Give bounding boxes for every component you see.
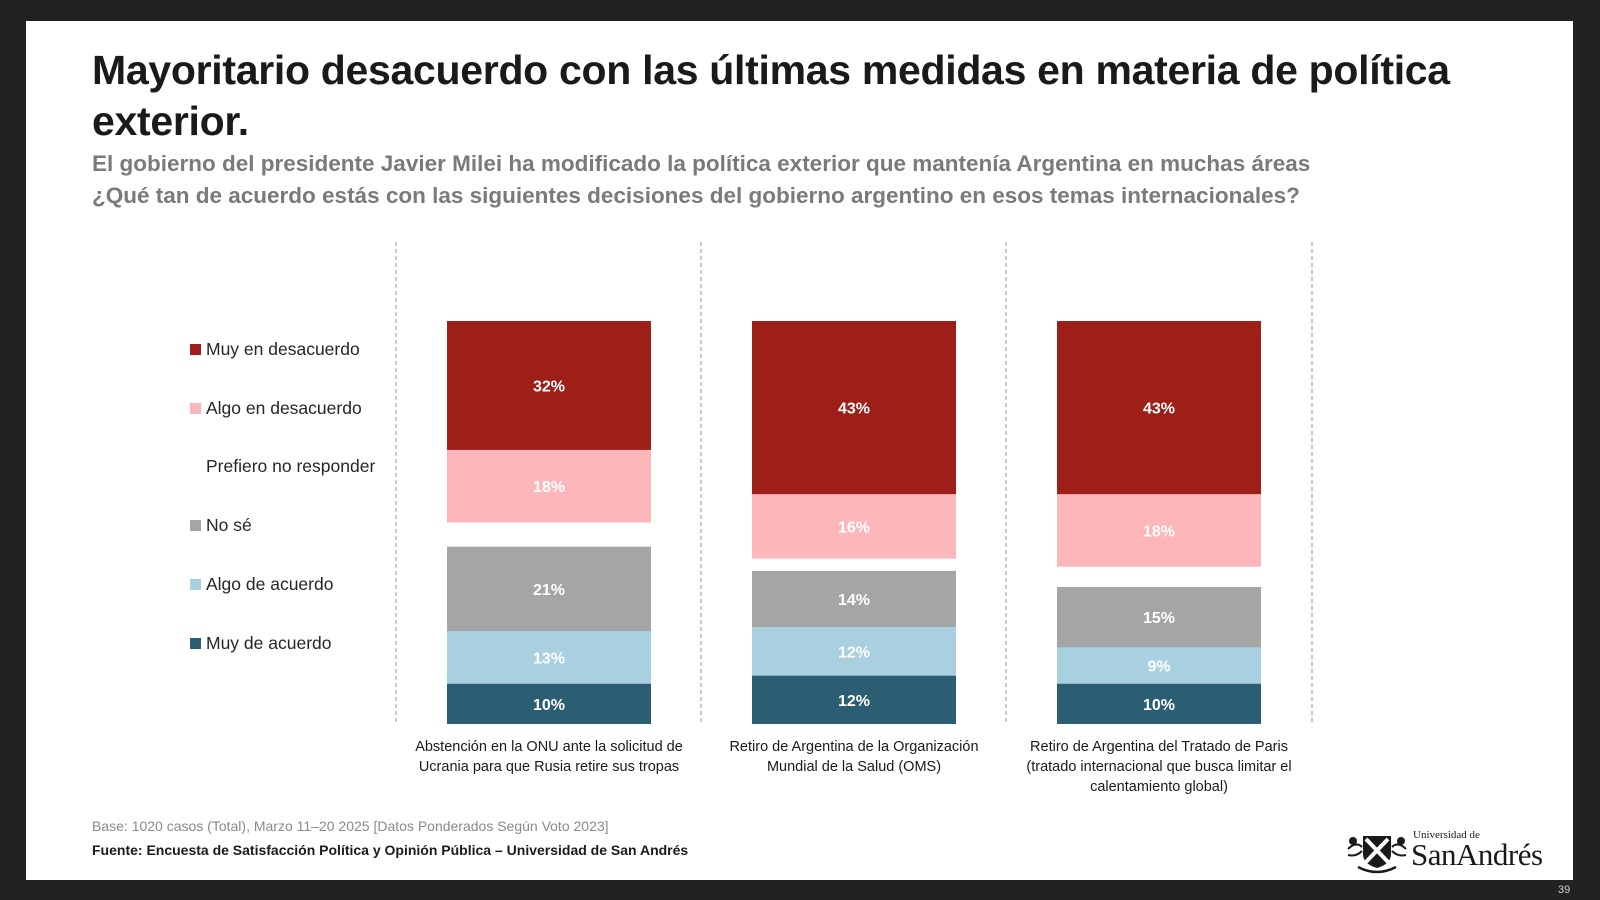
university-crest-icon	[1347, 836, 1407, 874]
data-label: 9%	[1147, 659, 1170, 676]
category-label: Retiro de Argentina del Tratado de Paris…	[1026, 739, 1292, 795]
legend-swatch	[190, 403, 201, 414]
data-label: 13%	[533, 651, 565, 668]
data-label: 43%	[838, 401, 870, 418]
legend-label: Prefiero no responder	[206, 456, 376, 476]
bar-segment-algo-en-desacuerdo	[752, 494, 956, 559]
data-label: 14%	[838, 592, 870, 609]
data-label: 12%	[838, 693, 870, 710]
data-label: 12%	[838, 644, 870, 661]
bar-segment-prefiero-no-responder	[447, 522, 651, 547]
legend-item: Algo de acuerdo	[190, 574, 333, 595]
university-logo: Universidad de SanAndrés	[1344, 829, 1559, 875]
bar-segment-muy-de-acuerdo	[447, 683, 651, 724]
bar-segment-no-s-	[752, 570, 956, 628]
bar-segment-algo-de-acuerdo	[1057, 647, 1261, 684]
category-label: Abstención en la ONU ante la solicitud d…	[415, 739, 683, 775]
bar-segment-prefiero-no-responder	[1057, 566, 1261, 587]
legend-label: No sé	[206, 515, 252, 535]
legend-label: Algo en desacuerdo	[206, 398, 362, 418]
legend-swatch	[190, 579, 201, 590]
logo-small-text: Universidad de	[1413, 829, 1480, 841]
legend-label: Muy de acuerdo	[206, 633, 332, 653]
slide: Mayoritario desacuerdo con las últimas m…	[26, 21, 1573, 880]
subtitle-line-2: ¿Qué tan de acuerdo estás con las siguie…	[92, 183, 1300, 208]
legend-label: Algo de acuerdo	[206, 574, 334, 594]
legend-swatch	[190, 520, 201, 531]
bar-segment-muy-en-desacuerdo	[447, 321, 651, 450]
bar-segment-no-s-	[447, 546, 651, 632]
source-note: Fuente: Encuesta de Satisfacción Polític…	[92, 842, 689, 858]
legend-item: Algo en desacuerdo	[190, 398, 362, 419]
data-label: 21%	[533, 582, 565, 599]
slide-subtitle: El gobierno del presidente Javier Milei …	[92, 148, 1512, 212]
data-label: 16%	[838, 520, 870, 537]
bar-segment-muy-en-desacuerdo	[752, 321, 956, 495]
legend-swatch	[190, 638, 201, 649]
legend-label: Muy en desacuerdo	[206, 339, 360, 359]
bar-segment-muy-de-acuerdo	[752, 675, 956, 724]
data-label: 18%	[533, 479, 565, 496]
legend-item: Prefiero no responder	[190, 456, 375, 477]
bar-segment-algo-de-acuerdo	[752, 627, 956, 676]
data-label: 43%	[1143, 401, 1175, 418]
legend-swatch	[190, 344, 201, 355]
base-note: Base: 1020 casos (Total), Marzo 11–20 20…	[92, 818, 609, 834]
slide-title: Mayoritario desacuerdo con las últimas m…	[92, 47, 1450, 144]
bar-segment-muy-en-desacuerdo	[1057, 321, 1261, 495]
data-label: 32%	[533, 378, 565, 395]
legend-item: Muy de acuerdo	[190, 633, 332, 654]
data-label: 18%	[1143, 524, 1175, 541]
logo-big-text: SanAndrés	[1411, 837, 1543, 872]
bar-segment-algo-de-acuerdo	[447, 631, 651, 684]
category-label: Retiro de Argentina de la Organización M…	[729, 739, 979, 775]
subtitle-line-1: El gobierno del presidente Javier Milei …	[92, 151, 1311, 176]
bar-segment-algo-en-desacuerdo	[1057, 494, 1261, 567]
stacked-bar-chart: 32% 18% 21% 13% 10% 43% 16% 14% 12% 12% 43% 18% 15% 9…	[395, 242, 1313, 724]
data-label: 10%	[1143, 697, 1175, 714]
bar-segment-algo-en-desacuerdo	[447, 449, 651, 523]
bar-segment-no-s-	[1057, 586, 1261, 648]
data-label: 10%	[533, 697, 565, 714]
legend-item: No sé	[190, 515, 252, 536]
data-label: 15%	[1143, 610, 1175, 627]
bar-segment-prefiero-no-responder	[752, 558, 956, 571]
bar-segment-muy-de-acuerdo	[1057, 683, 1261, 724]
page-number: 39	[1558, 884, 1571, 896]
legend-item: Muy en desacuerdo	[190, 339, 360, 360]
